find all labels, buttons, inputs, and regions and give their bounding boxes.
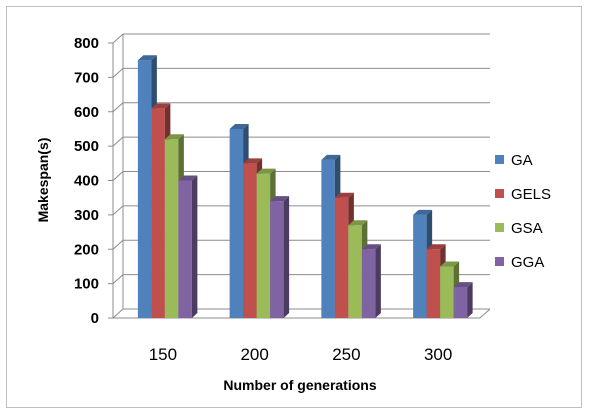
bar-top: [256, 168, 276, 174]
bar-front: [270, 201, 284, 318]
bar-front: [137, 60, 152, 318]
gridline-depth: [112, 239, 124, 250]
legend-item-gsa: GSA: [495, 220, 543, 237]
legend-item-gga: GGA: [495, 254, 544, 271]
bar-front: [348, 225, 362, 318]
bar-top: [334, 192, 354, 198]
floor-right-edge: [479, 308, 491, 319]
x-tick-label: 150: [149, 345, 177, 364]
chart-area: [6, 6, 582, 408]
y-tick-label: 500: [74, 138, 99, 155]
y-axis-title: Makespan(s): [35, 138, 51, 223]
x-tick-label: 250: [332, 345, 360, 364]
bar-front: [321, 159, 335, 318]
y-tick-label: 0: [91, 310, 99, 327]
bar-front: [334, 197, 349, 318]
bar-front: [178, 180, 192, 318]
gridline-depth: [112, 68, 124, 78]
bar-top: [321, 154, 341, 160]
gridline-depth: [112, 102, 124, 113]
tick-labels: 0 100 200 300 400 500 600 700 800 150 200 250 300: [74, 35, 452, 364]
legend-item-ga: GA: [495, 152, 533, 169]
y-tick-label: 600: [74, 104, 99, 121]
bar-front: [243, 163, 257, 318]
gridline-depth: [112, 205, 124, 216]
bar-top: [413, 209, 433, 215]
legend: GA GELS GSA GGA: [495, 152, 551, 271]
legend-swatch: [495, 155, 504, 164]
bar-top: [440, 261, 460, 267]
bar-GGA-200: [270, 196, 290, 318]
bar-top: [361, 244, 381, 250]
y-tick-label: 200: [74, 241, 99, 258]
bars: [137, 55, 473, 319]
bar-top: [270, 196, 290, 202]
gridline-depth: [112, 308, 124, 319]
bar-front: [413, 214, 427, 318]
legend-label: GA: [511, 152, 533, 169]
bar-side: [191, 175, 198, 318]
bar-top: [178, 175, 198, 181]
bar-front: [151, 108, 165, 318]
y-tick-label: 700: [74, 69, 99, 86]
x-tick-label: 300: [424, 345, 452, 364]
y-tick-label: 300: [74, 207, 99, 224]
bar-front: [440, 266, 454, 318]
bar-top: [137, 55, 157, 61]
bar-top: [243, 158, 263, 164]
legend-item-gels: GELS: [495, 186, 551, 203]
bar-side: [467, 282, 473, 318]
bar-front: [453, 287, 468, 318]
bar-top: [151, 103, 171, 109]
legend-label: GSA: [511, 220, 543, 237]
y-tick-label: 800: [74, 35, 99, 52]
legend-swatch: [495, 257, 504, 266]
x-axis-title: Number of generations: [223, 377, 376, 393]
legend-label: GELS: [511, 186, 551, 203]
bar-front: [229, 128, 244, 318]
bar-front: [164, 139, 179, 318]
legend-swatch: [495, 189, 504, 198]
legend-label: GGA: [511, 254, 544, 271]
x-tick-label: 200: [240, 345, 268, 364]
bar-GGA-150: [178, 175, 198, 318]
bar-side: [283, 196, 290, 318]
bar-front: [256, 173, 271, 318]
bar-top: [426, 244, 446, 250]
bar-front: [426, 249, 441, 318]
gridline-depth: [112, 33, 124, 44]
bar-side: [375, 244, 381, 318]
gridline-depth: [112, 136, 124, 147]
bar-top: [453, 282, 473, 288]
y-tick-label: 400: [74, 173, 99, 190]
bar-top: [229, 123, 249, 129]
y-tick-label: 100: [74, 276, 99, 293]
gridline-depth: [112, 171, 124, 181]
bar-front: [361, 249, 376, 318]
bar-top: [348, 220, 368, 226]
bar-GGA-250: [361, 244, 381, 318]
bar-top: [164, 134, 184, 140]
bar-GGA-300: [453, 282, 473, 318]
gridline-depth: [112, 274, 124, 284]
legend-swatch: [495, 223, 504, 232]
